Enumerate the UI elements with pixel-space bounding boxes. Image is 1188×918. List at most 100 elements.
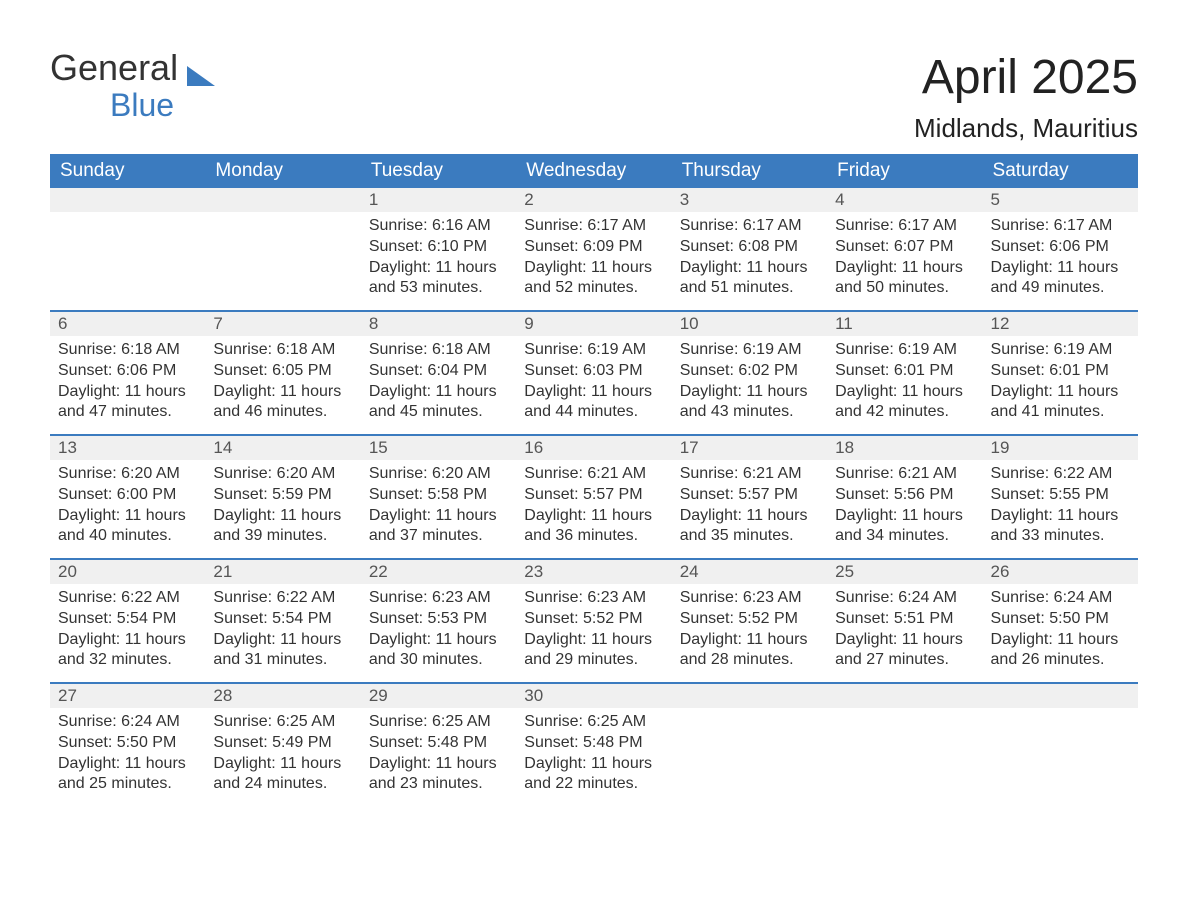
sunset-text: Sunset: 5:52 PM xyxy=(524,609,663,630)
daylight-text-2: and 29 minutes. xyxy=(524,650,663,671)
day-details xyxy=(672,708,827,798)
daylight-text-2: and 23 minutes. xyxy=(369,774,508,795)
sunset-text: Sunset: 6:05 PM xyxy=(213,361,352,382)
day-details: Sunrise: 6:20 AMSunset: 5:58 PMDaylight:… xyxy=(361,460,516,555)
calendar-day: 3Sunrise: 6:17 AMSunset: 6:08 PMDaylight… xyxy=(672,188,827,310)
calendar-day: 30Sunrise: 6:25 AMSunset: 5:48 PMDayligh… xyxy=(516,684,671,806)
daylight-text-2: and 52 minutes. xyxy=(524,278,663,299)
calendar-day: 8Sunrise: 6:18 AMSunset: 6:04 PMDaylight… xyxy=(361,312,516,434)
day-number: 17 xyxy=(672,436,827,460)
logo: General Blue xyxy=(50,20,221,124)
calendar-day xyxy=(983,684,1138,806)
calendar-day: 27Sunrise: 6:24 AMSunset: 5:50 PMDayligh… xyxy=(50,684,205,806)
daylight-text-2: and 40 minutes. xyxy=(58,526,197,547)
sunrise-text: Sunrise: 6:17 AM xyxy=(835,216,974,237)
day-details: Sunrise: 6:17 AMSunset: 6:06 PMDaylight:… xyxy=(983,212,1138,307)
day-details: Sunrise: 6:25 AMSunset: 5:49 PMDaylight:… xyxy=(205,708,360,803)
daylight-text-1: Daylight: 11 hours xyxy=(835,382,974,403)
day-number: 8 xyxy=(361,312,516,336)
daylight-text-1: Daylight: 11 hours xyxy=(213,506,352,527)
calendar-day: 10Sunrise: 6:19 AMSunset: 6:02 PMDayligh… xyxy=(672,312,827,434)
daylight-text-1: Daylight: 11 hours xyxy=(369,258,508,279)
daylight-text-1: Daylight: 11 hours xyxy=(213,382,352,403)
daylight-text-2: and 24 minutes. xyxy=(213,774,352,795)
daylight-text-1: Daylight: 11 hours xyxy=(991,506,1130,527)
day-number: 11 xyxy=(827,312,982,336)
daylight-text-1: Daylight: 11 hours xyxy=(835,258,974,279)
calendar-day: 6Sunrise: 6:18 AMSunset: 6:06 PMDaylight… xyxy=(50,312,205,434)
sunset-text: Sunset: 6:09 PM xyxy=(524,237,663,258)
day-header: Tuesday xyxy=(361,154,516,188)
page-title: April 2025 xyxy=(914,50,1138,105)
daylight-text-2: and 28 minutes. xyxy=(680,650,819,671)
daylight-text-2: and 46 minutes. xyxy=(213,402,352,423)
sunset-text: Sunset: 6:10 PM xyxy=(369,237,508,258)
day-details: Sunrise: 6:18 AMSunset: 6:05 PMDaylight:… xyxy=(205,336,360,431)
day-details: Sunrise: 6:17 AMSunset: 6:08 PMDaylight:… xyxy=(672,212,827,307)
day-details: Sunrise: 6:24 AMSunset: 5:50 PMDaylight:… xyxy=(983,584,1138,679)
sunset-text: Sunset: 5:53 PM xyxy=(369,609,508,630)
calendar-day: 21Sunrise: 6:22 AMSunset: 5:54 PMDayligh… xyxy=(205,560,360,682)
day-number: 19 xyxy=(983,436,1138,460)
day-details: Sunrise: 6:19 AMSunset: 6:01 PMDaylight:… xyxy=(827,336,982,431)
sunset-text: Sunset: 5:50 PM xyxy=(991,609,1130,630)
day-number xyxy=(983,684,1138,708)
day-header: Friday xyxy=(827,154,982,188)
day-number: 6 xyxy=(50,312,205,336)
day-number: 24 xyxy=(672,560,827,584)
sunset-text: Sunset: 5:59 PM xyxy=(213,485,352,506)
calendar-day xyxy=(205,188,360,310)
calendar-day xyxy=(672,684,827,806)
day-details: Sunrise: 6:17 AMSunset: 6:09 PMDaylight:… xyxy=(516,212,671,307)
sunrise-text: Sunrise: 6:25 AM xyxy=(213,712,352,733)
day-number: 29 xyxy=(361,684,516,708)
daylight-text-1: Daylight: 11 hours xyxy=(213,630,352,651)
daylight-text-2: and 36 minutes. xyxy=(524,526,663,547)
daylight-text-1: Daylight: 11 hours xyxy=(991,382,1130,403)
day-header: Monday xyxy=(205,154,360,188)
calendar-day: 19Sunrise: 6:22 AMSunset: 5:55 PMDayligh… xyxy=(983,436,1138,558)
title-block: April 2025 Midlands, Mauritius xyxy=(914,20,1138,144)
day-details: Sunrise: 6:22 AMSunset: 5:54 PMDaylight:… xyxy=(205,584,360,679)
calendar-day: 17Sunrise: 6:21 AMSunset: 5:57 PMDayligh… xyxy=(672,436,827,558)
day-details: Sunrise: 6:24 AMSunset: 5:51 PMDaylight:… xyxy=(827,584,982,679)
daylight-text-2: and 26 minutes. xyxy=(991,650,1130,671)
day-number: 14 xyxy=(205,436,360,460)
daylight-text-2: and 27 minutes. xyxy=(835,650,974,671)
sunset-text: Sunset: 6:06 PM xyxy=(991,237,1130,258)
day-details: Sunrise: 6:25 AMSunset: 5:48 PMDaylight:… xyxy=(361,708,516,803)
sunset-text: Sunset: 5:48 PM xyxy=(369,733,508,754)
page: General Blue April 2025 Midlands, Maurit… xyxy=(0,0,1188,846)
day-details xyxy=(50,212,205,302)
day-details xyxy=(983,708,1138,798)
header: General Blue April 2025 Midlands, Maurit… xyxy=(50,20,1138,144)
calendar-day: 18Sunrise: 6:21 AMSunset: 5:56 PMDayligh… xyxy=(827,436,982,558)
sunset-text: Sunset: 6:08 PM xyxy=(680,237,819,258)
day-number: 2 xyxy=(516,188,671,212)
daylight-text-1: Daylight: 11 hours xyxy=(58,754,197,775)
daylight-text-2: and 32 minutes. xyxy=(58,650,197,671)
daylight-text-1: Daylight: 11 hours xyxy=(369,506,508,527)
day-number: 22 xyxy=(361,560,516,584)
calendar-day xyxy=(50,188,205,310)
day-details: Sunrise: 6:24 AMSunset: 5:50 PMDaylight:… xyxy=(50,708,205,803)
sunrise-text: Sunrise: 6:21 AM xyxy=(680,464,819,485)
day-header: Thursday xyxy=(672,154,827,188)
sunrise-text: Sunrise: 6:24 AM xyxy=(835,588,974,609)
calendar-day: 23Sunrise: 6:23 AMSunset: 5:52 PMDayligh… xyxy=(516,560,671,682)
daylight-text-1: Daylight: 11 hours xyxy=(835,630,974,651)
calendar-day: 24Sunrise: 6:23 AMSunset: 5:52 PMDayligh… xyxy=(672,560,827,682)
sunset-text: Sunset: 5:48 PM xyxy=(524,733,663,754)
day-details: Sunrise: 6:23 AMSunset: 5:52 PMDaylight:… xyxy=(516,584,671,679)
logo-triangle-icon xyxy=(187,60,221,91)
sunrise-text: Sunrise: 6:19 AM xyxy=(680,340,819,361)
calendar-week: 6Sunrise: 6:18 AMSunset: 6:06 PMDaylight… xyxy=(50,310,1138,434)
daylight-text-1: Daylight: 11 hours xyxy=(58,630,197,651)
day-details: Sunrise: 6:23 AMSunset: 5:52 PMDaylight:… xyxy=(672,584,827,679)
calendar-header-row: SundayMondayTuesdayWednesdayThursdayFrid… xyxy=(50,154,1138,188)
daylight-text-1: Daylight: 11 hours xyxy=(213,754,352,775)
day-details: Sunrise: 6:21 AMSunset: 5:57 PMDaylight:… xyxy=(672,460,827,555)
calendar-body: 1Sunrise: 6:16 AMSunset: 6:10 PMDaylight… xyxy=(50,188,1138,806)
calendar: SundayMondayTuesdayWednesdayThursdayFrid… xyxy=(50,154,1138,806)
day-number: 1 xyxy=(361,188,516,212)
